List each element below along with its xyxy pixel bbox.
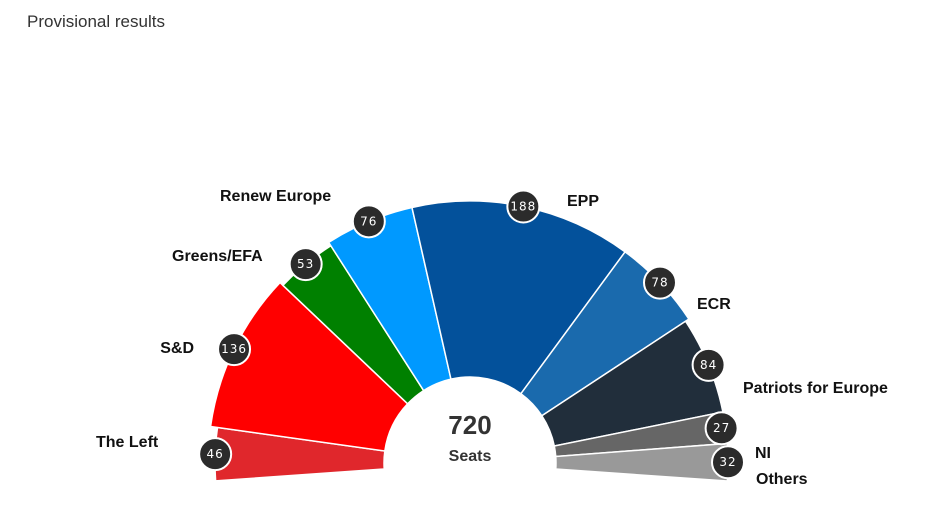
seat-badges: 46 136 53 76 188 78 84 27 32	[198, 189, 745, 480]
party-label-the-left: The Left	[96, 434, 159, 451]
party-label-patriots-for-europe: Patriots for Europe	[743, 380, 888, 397]
party-labels: The Left S&D Greens/EFA Renew Europe EPP ECR P…	[96, 188, 888, 488]
seat-badge-circle	[710, 445, 745, 480]
seat-badge-sandd: 136	[217, 332, 252, 367]
seat-badge-ni: 27	[704, 411, 739, 446]
seat-count-ecr: 78	[651, 276, 668, 290]
seat-badge-circle	[642, 265, 677, 300]
seat-count-the-left: 46	[207, 447, 224, 461]
seat-badge-patriots-for-europe: 84	[691, 347, 726, 382]
seat-count-epp: 188	[510, 199, 536, 213]
chart-subtitle: Provisional results	[27, 12, 165, 31]
total-seats-label: Seats	[449, 448, 492, 465]
arc-patriots-for-europe	[540, 320, 724, 447]
chart-center: 720 Seats	[448, 410, 491, 465]
seat-count-others: 32	[719, 455, 736, 469]
seat-badge-circle	[704, 411, 739, 446]
party-label-epp: EPP	[567, 193, 599, 210]
seat-badge-circle	[691, 347, 726, 382]
seat-count-renew-europe: 76	[360, 214, 377, 228]
party-label-ecr: ECR	[697, 296, 731, 313]
seat-badge-the-left: 46	[198, 437, 233, 472]
seat-badge-ecr: 78	[642, 265, 677, 300]
seat-badge-renew-europe: 76	[351, 204, 386, 239]
seat-badge-circle	[351, 204, 386, 239]
seat-badge-greens-efa: 53	[288, 247, 323, 282]
party-label-ni: NI	[755, 445, 771, 462]
seat-badge-epp: 188	[506, 189, 541, 224]
seat-badge-circle	[506, 189, 541, 224]
seat-badge-others: 32	[710, 445, 745, 480]
arc-renew-europe	[327, 206, 452, 392]
seat-count-ni: 27	[713, 421, 730, 435]
seat-count-patriots-for-europe: 84	[700, 358, 717, 372]
seat-badge-circle	[288, 247, 323, 282]
party-label-sandd: S&D	[160, 340, 194, 357]
party-label-others: Others	[756, 471, 808, 488]
total-seats-value: 720	[448, 410, 491, 440]
arc-epp	[411, 200, 627, 395]
seat-count-sandd: 136	[221, 342, 247, 356]
arc-sandd	[209, 281, 409, 452]
seat-badge-circle	[198, 437, 233, 472]
party-label-greens-efa: Greens/EFA	[172, 248, 263, 265]
party-label-renew-europe: Renew Europe	[220, 188, 331, 205]
seat-count-greens-efa: 53	[297, 257, 314, 271]
seat-badge-circle	[217, 332, 252, 367]
